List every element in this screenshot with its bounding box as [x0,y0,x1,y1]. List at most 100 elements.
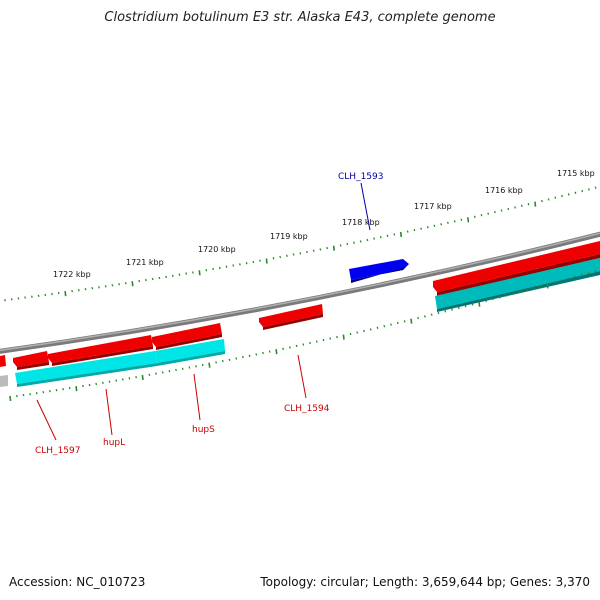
minor-tick [491,297,494,301]
minor-tick [460,218,463,221]
gene-label-clh-1594[interactable]: CLH_1594 [284,404,330,414]
scale-label-1719: 1719 kbp [270,232,308,241]
reverse-cds-left-edge[interactable] [0,355,6,367]
scale-label-1720: 1720 kbp [198,245,236,254]
minor-tick [446,221,449,224]
minor-tick [356,331,359,334]
minor-tick [547,198,550,201]
minor-tick [453,220,456,223]
minor-tick [366,238,369,242]
minor-tick [292,253,295,256]
minor-tick [24,296,27,299]
minor-tick [390,323,392,326]
major-tick [275,349,278,355]
minor-tick [161,371,164,374]
minor-tick [587,188,590,191]
minor-tick [507,207,510,211]
minor-tick [560,279,563,282]
forward-cds-clh-1593[interactable] [349,259,409,283]
leader-clh-1593 [360,182,371,231]
minor-tick [363,329,365,333]
minor-tick [232,264,235,267]
minor-tick [580,273,583,277]
gene-track-hupl[interactable] [15,351,157,387]
minor-tick [505,294,508,297]
minor-tick [44,293,47,297]
minor-tick [111,284,114,287]
minor-tick [480,214,483,217]
minor-tick [514,206,517,209]
minor-tick [171,274,174,277]
minor-tick [369,328,372,331]
minor-tick [188,366,191,369]
minor-tick [158,276,161,280]
minor-tick [168,370,171,373]
minor-tick [22,393,25,397]
minor-tick [451,308,454,311]
minor-tick [567,193,570,196]
minor-tick [245,262,248,265]
minor-tick [464,305,467,308]
reverse-cds-clh-1594[interactable] [259,304,323,330]
scale-label-1716: 1716 kbp [485,186,523,195]
minor-tick [329,337,332,340]
inner-tick-track [9,269,597,402]
minor-tick [82,384,84,388]
major-tick [467,217,470,223]
reverse-cds-hupl[interactable] [48,335,153,366]
minor-tick [55,389,58,392]
minor-tick [285,254,288,257]
minor-tick [437,311,440,315]
minor-tick [57,291,60,295]
minor-tick [98,286,100,289]
minor-tick [268,350,271,353]
gene-track-hups[interactable] [155,339,225,366]
minor-tick [68,386,71,390]
minor-tick [181,367,184,370]
minor-tick [302,343,305,346]
reverse-cds-right[interactable] [433,241,600,296]
minor-tick [151,277,154,281]
minor-tick [148,373,151,376]
minor-tick [440,223,443,226]
minor-tick [526,288,528,292]
minor-tick [101,381,104,384]
leader-clh-1594 [297,354,307,399]
gene-label-clh-1593[interactable]: CLH_1593 [338,172,383,182]
scale-label-1717: 1717 kbp [414,202,452,211]
minor-tick [319,248,322,251]
minor-tick [520,204,523,207]
reverse-cds-clh-1597[interactable] [13,351,49,370]
minor-tick [339,244,342,247]
gene-label-clh-1597[interactable]: CLH_1597 [35,446,80,456]
gene-label-hups[interactable]: hupS [192,425,215,435]
minor-tick [138,279,141,283]
minor-tick [553,281,556,284]
gene-label-hupl[interactable]: hupL [103,438,125,448]
minor-tick [185,272,188,275]
minor-tick [326,246,329,250]
major-tick [546,283,549,289]
major-tick [198,270,201,276]
major-tick [534,201,537,207]
minor-tick [71,289,74,293]
minor-tick [444,310,447,313]
minor-tick [248,354,251,357]
minor-tick [433,224,436,227]
reverse-cds-hups[interactable] [152,323,222,350]
minor-tick [393,233,396,236]
minor-tick [309,341,311,345]
minor-tick [376,326,379,329]
minor-tick [500,209,503,212]
gene-track-right[interactable] [435,258,600,312]
minor-tick [306,250,308,254]
minor-tick [205,269,208,272]
minor-tick [51,292,53,296]
minor-tick [554,196,557,199]
minor-tick [312,249,315,252]
minor-tick [561,194,563,198]
major-tick [399,231,403,238]
gene-track-left-edge[interactable] [0,375,8,387]
minor-tick [165,275,168,279]
